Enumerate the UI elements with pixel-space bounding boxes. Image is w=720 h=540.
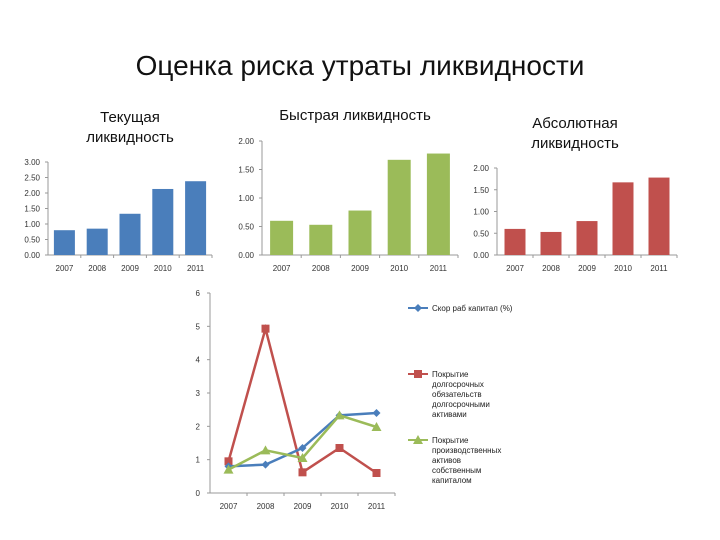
absolute-ratio-chart-title: Абсолютная ликвидность: [531, 115, 619, 152]
current-bar: [152, 188, 174, 255]
absolute-bar: [612, 182, 634, 255]
current-y-tick-label: 1.50: [24, 205, 40, 214]
current-x-tick-label: 2009: [121, 264, 139, 273]
ratios-y-tick-label: 3: [196, 389, 201, 398]
ratios-x-tick-label: 2007: [220, 502, 238, 511]
ratios-x-tick-label: 2009: [294, 502, 312, 511]
ratios-x-tick-label: 2008: [257, 502, 275, 511]
quick-y-tick-label: 1.00: [238, 194, 254, 203]
absolute-y-tick-label: 1.00: [473, 208, 489, 217]
absolute-bar: [648, 177, 670, 255]
series-2-point: [335, 444, 344, 452]
legend-label-2: Покрытие долгосрочных обязательств долгосро…: [432, 370, 490, 419]
series-1-point: [261, 460, 270, 469]
current-x-tick-label: 2011: [187, 264, 205, 273]
current-y-tick-label: 0.00: [24, 251, 40, 260]
absolute-x-tick-label: 2011: [650, 264, 668, 273]
series-3-point: [260, 445, 271, 455]
series-2-point: [261, 324, 270, 333]
ratios-x-tick-label: 2010: [331, 502, 349, 511]
ratios-y-tick-label: 4: [196, 356, 201, 365]
series-2-point: [372, 469, 381, 477]
page-title: Оценка риска утраты ликвидности: [135, 50, 585, 81]
current-bar: [86, 228, 108, 255]
legend-label-3: Покрытие производственных активов собственн…: [432, 436, 501, 485]
ratios-y-tick-label: 1: [196, 456, 201, 465]
legend-marker-3: [413, 435, 423, 444]
absolute-x-tick-label: 2009: [578, 264, 596, 273]
series-1-point: [298, 444, 307, 452]
absolute-y-tick-label: 0.50: [473, 229, 489, 238]
ratios-y-tick-label: 0: [196, 489, 201, 498]
absolute-bar: [504, 228, 526, 255]
quick-x-tick-label: 2010: [390, 264, 408, 273]
quick-x-tick-label: 2007: [273, 264, 291, 273]
ratios-x-tick-label: 2011: [368, 502, 386, 511]
series-3-point: [334, 410, 345, 420]
current-y-tick-label: 0.50: [24, 236, 40, 245]
quick-bar: [348, 210, 372, 255]
quick-ratio-chart-title: Быстрая ликвидность: [279, 107, 431, 124]
ratios-y-tick-label: 5: [196, 322, 201, 331]
current-x-tick-label: 2010: [154, 264, 172, 273]
legend-label-1: Скор раб капитал (%): [432, 304, 513, 313]
absolute-x-tick-label: 2007: [506, 264, 524, 273]
series-2-point: [298, 468, 307, 477]
current-x-tick-label: 2007: [56, 264, 74, 273]
quick-x-tick-label: 2009: [351, 264, 369, 273]
quick-bar: [309, 224, 333, 255]
absolute-y-tick-label: 0.00: [473, 251, 489, 260]
current-bar: [119, 213, 141, 255]
absolute-bar: [540, 231, 562, 255]
quick-x-tick-label: 2011: [430, 264, 448, 273]
absolute-y-tick-label: 2.00: [473, 164, 489, 173]
absolute-bar: [576, 221, 598, 255]
ratios-y-tick-label: 6: [196, 289, 201, 298]
quick-y-tick-label: 1.50: [238, 166, 254, 175]
absolute-x-tick-label: 2008: [542, 264, 560, 273]
current-y-tick-label: 2.50: [24, 174, 40, 183]
quick-y-tick-label: 0.50: [238, 223, 254, 232]
legend-marker-2: [414, 370, 422, 378]
quick-y-tick-label: 2.00: [238, 137, 254, 146]
current-bar: [185, 181, 207, 255]
series-3-point: [297, 453, 308, 462]
ratios-y-tick-label: 2: [196, 422, 201, 431]
quick-bar: [426, 153, 450, 255]
current-x-tick-label: 2008: [88, 264, 106, 273]
current-y-tick-label: 1.00: [24, 220, 40, 229]
quick-bar: [270, 220, 294, 255]
legend-marker-1: [414, 304, 422, 312]
absolute-y-tick-label: 1.50: [473, 186, 489, 195]
absolute-x-tick-label: 2010: [614, 264, 632, 273]
series-1-point: [372, 409, 381, 417]
current-y-tick-label: 2.00: [24, 189, 40, 198]
current-ratio-chart-title: Текущая ликвидность: [86, 109, 174, 146]
series-3-point: [223, 464, 234, 474]
quick-bar: [387, 159, 411, 255]
series-2-point: [224, 457, 233, 466]
current-bar: [53, 230, 75, 255]
series-3-point: [371, 422, 382, 431]
current-y-tick-label: 3.00: [24, 158, 40, 167]
quick-x-tick-label: 2008: [312, 264, 330, 273]
quick-y-tick-label: 0.00: [238, 251, 254, 260]
